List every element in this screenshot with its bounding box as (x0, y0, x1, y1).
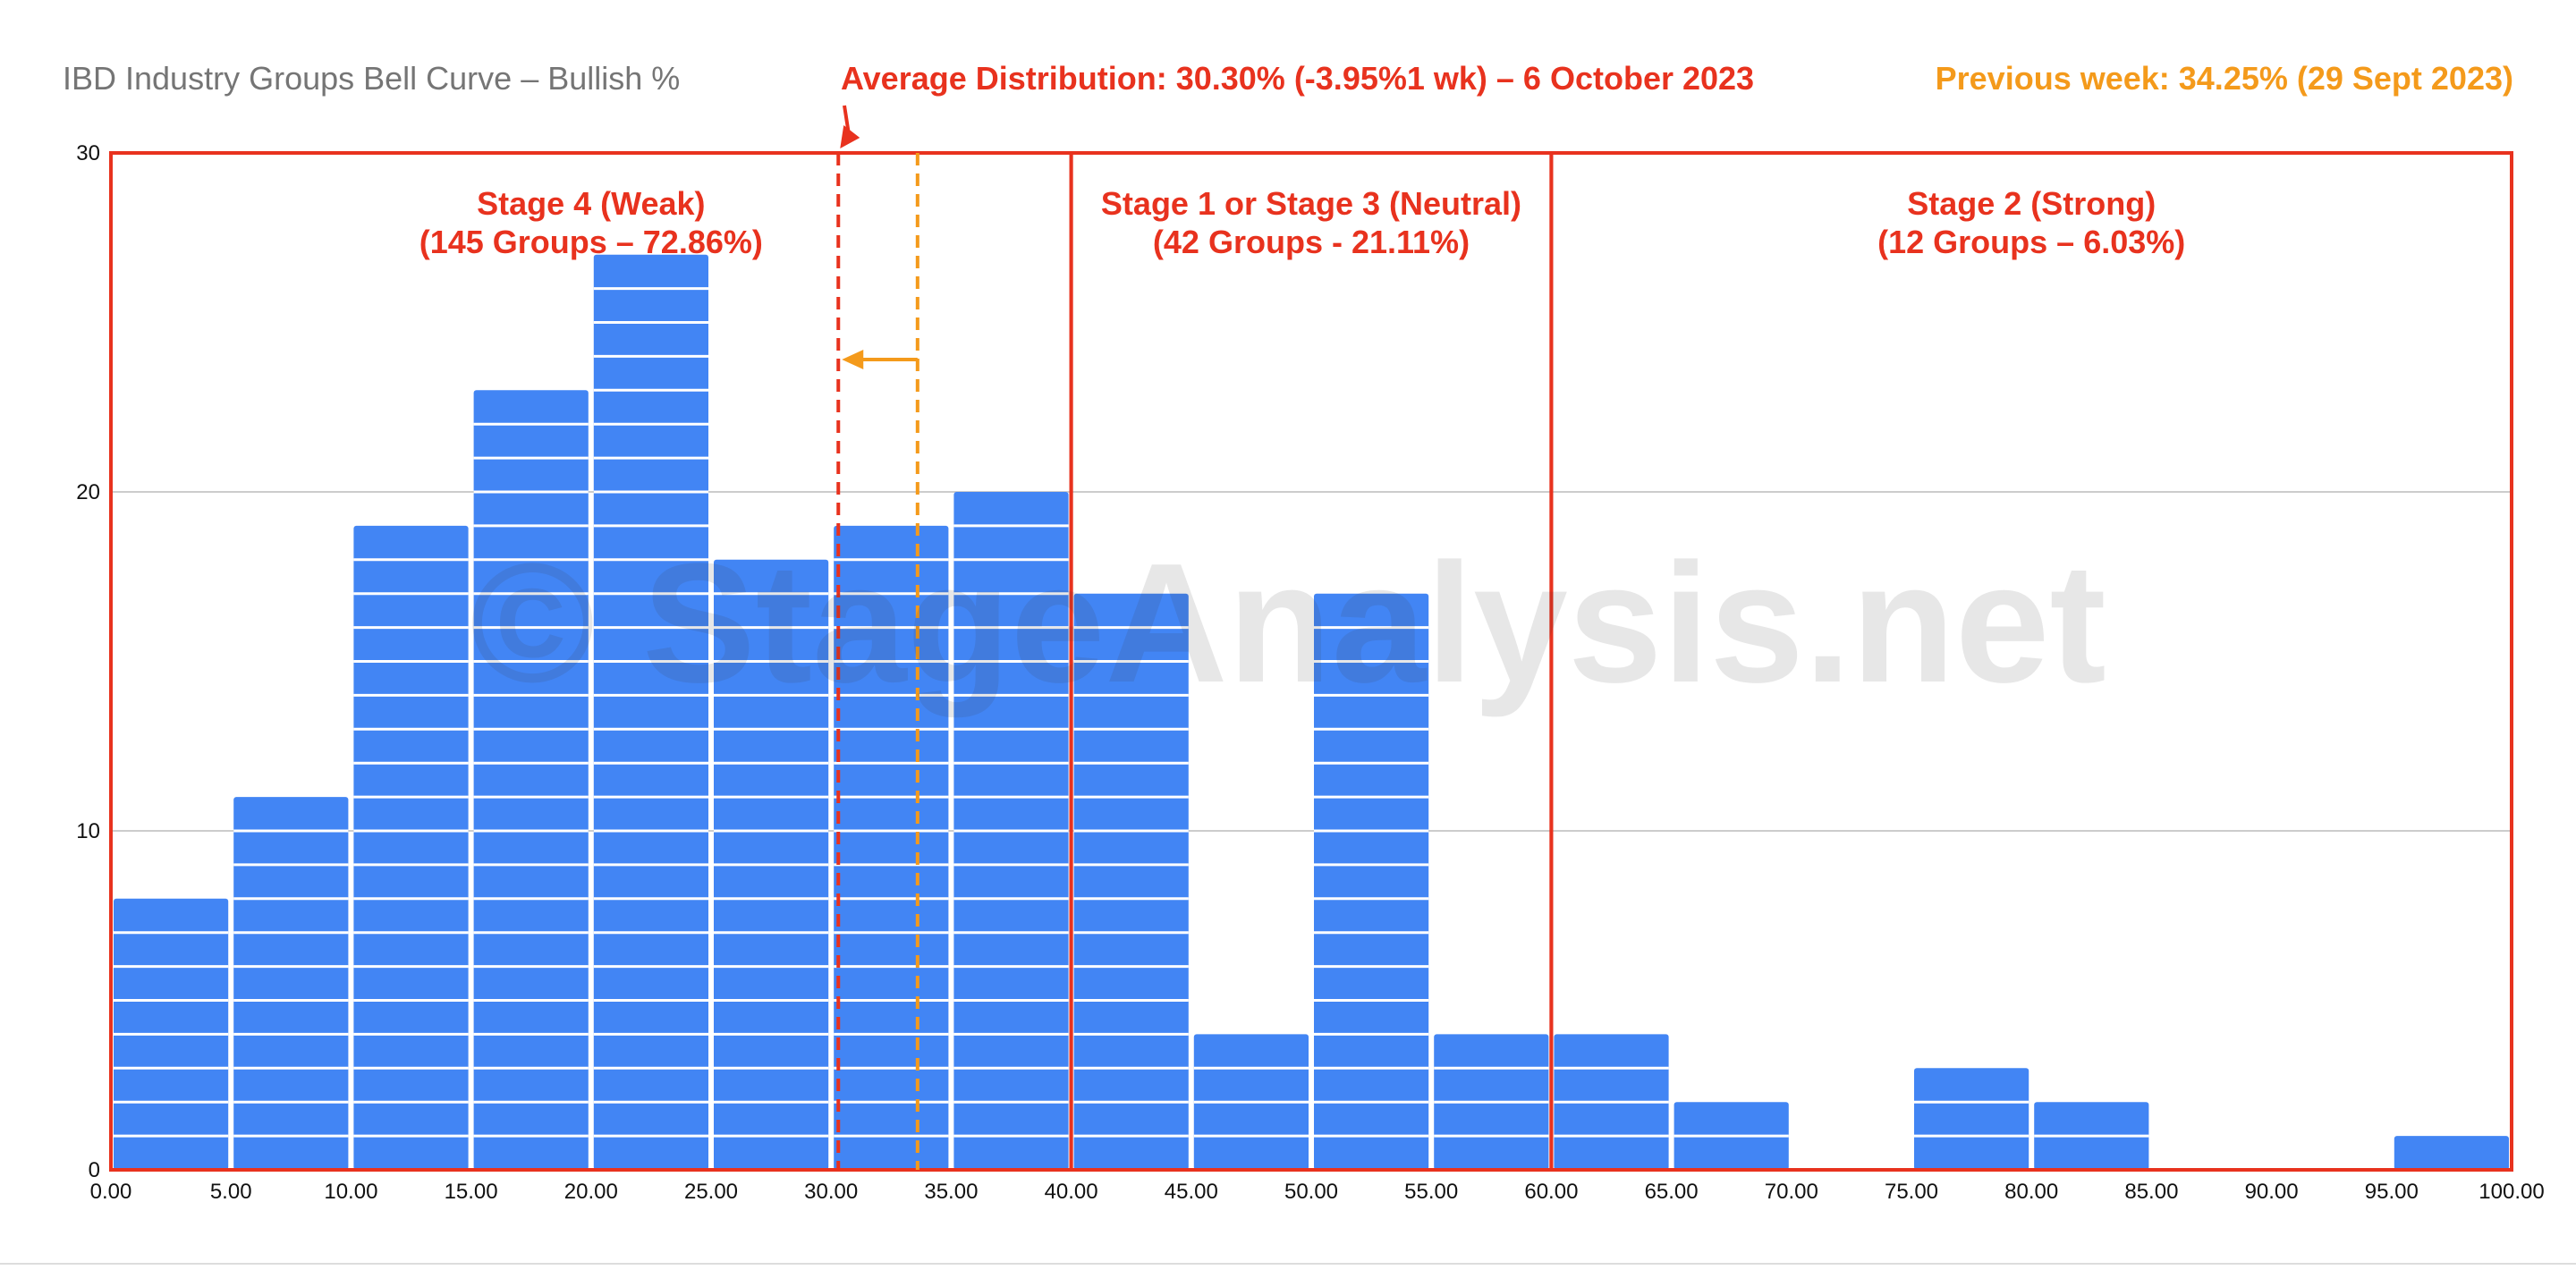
stage-label-name: Stage 1 or Stage 3 (Neutral) (1101, 185, 1521, 222)
x-tick-label: 55.00 (1404, 1180, 1458, 1204)
histogram-bar (834, 525, 949, 1170)
annotation-arrow-head (840, 125, 860, 148)
x-tick-label: 70.00 (1765, 1180, 1818, 1204)
x-tick-label: 5.00 (210, 1180, 252, 1204)
x-tick-label: 75.00 (1885, 1180, 1938, 1204)
x-tick-label: 65.00 (1645, 1180, 1699, 1204)
axis-ticks: 0 10 20 30 0.00 5.00 10.00 15.00 20.00 25.00 30.00… (76, 141, 2544, 1204)
stage-zone-box (1549, 151, 2513, 1172)
stage-label-groups: (145 Groups – 72.86%) (419, 224, 763, 260)
average-annotation: Average Distribution: 30.30% (-3.95%1 wk… (841, 60, 1754, 97)
x-tick-label: 45.00 (1165, 1180, 1218, 1204)
x-tick-label: 95.00 (2365, 1180, 2419, 1204)
x-tick-label: 25.00 (684, 1180, 738, 1204)
histogram-bar (233, 797, 349, 1170)
x-tick-label: 60.00 (1524, 1180, 1578, 1204)
x-tick-label: 10.00 (324, 1180, 377, 1204)
previous-week-annotation: Previous week: 34.25% (29 Sept 2023) (1936, 60, 2513, 97)
average-markers (836, 105, 919, 1170)
x-tick-label: 50.00 (1284, 1180, 1338, 1204)
x-tick-label: 40.00 (1045, 1180, 1098, 1204)
x-tick-label: 90.00 (2245, 1180, 2299, 1204)
stage-label-name: Stage 2 (Strong) (1907, 185, 2156, 222)
histogram-bar (353, 525, 469, 1170)
histogram-bar (1914, 1068, 2029, 1170)
x-tick-label: 80.00 (2004, 1180, 2058, 1204)
x-tick-label: 100.00 (2479, 1180, 2544, 1204)
x-tick-label: 30.00 (804, 1180, 858, 1204)
x-tick-label: 15.00 (445, 1180, 498, 1204)
histogram-bar (473, 390, 589, 1170)
stage-zones (109, 151, 2513, 1172)
y-tick-label: 30 (76, 141, 100, 165)
y-tick-label: 20 (76, 480, 100, 504)
y-tick-label: 10 (76, 819, 100, 843)
x-tick-label: 0.00 (90, 1180, 132, 1204)
bars (114, 254, 2509, 1170)
stage-labels: Stage 4 (Weak)(145 Groups – 72.86%) Stage… (419, 185, 2186, 260)
stage-label-groups: (42 Groups - 21.11%) (1153, 224, 1470, 260)
histogram-bar (593, 254, 708, 1170)
y-tick-label: 0 (89, 1158, 100, 1182)
x-tick-label: 85.00 (2124, 1180, 2178, 1204)
stage-label-groups: (12 Groups – 6.03%) (1877, 224, 2185, 260)
shift-arrow-head (842, 350, 864, 369)
x-tick-label: 35.00 (924, 1180, 978, 1204)
chart-title: IBD Industry Groups Bell Curve – Bullish… (63, 60, 680, 97)
stage-label-name: Stage 4 (Weak) (477, 185, 705, 222)
histogram-bar (1314, 593, 1429, 1170)
histogram-bar (2394, 1136, 2509, 1170)
histogram-bar (1073, 593, 1189, 1170)
watermark: © StageAnalysis.net (470, 529, 2106, 718)
x-tick-label: 20.00 (564, 1180, 618, 1204)
footer-divider (0, 1263, 2576, 1265)
